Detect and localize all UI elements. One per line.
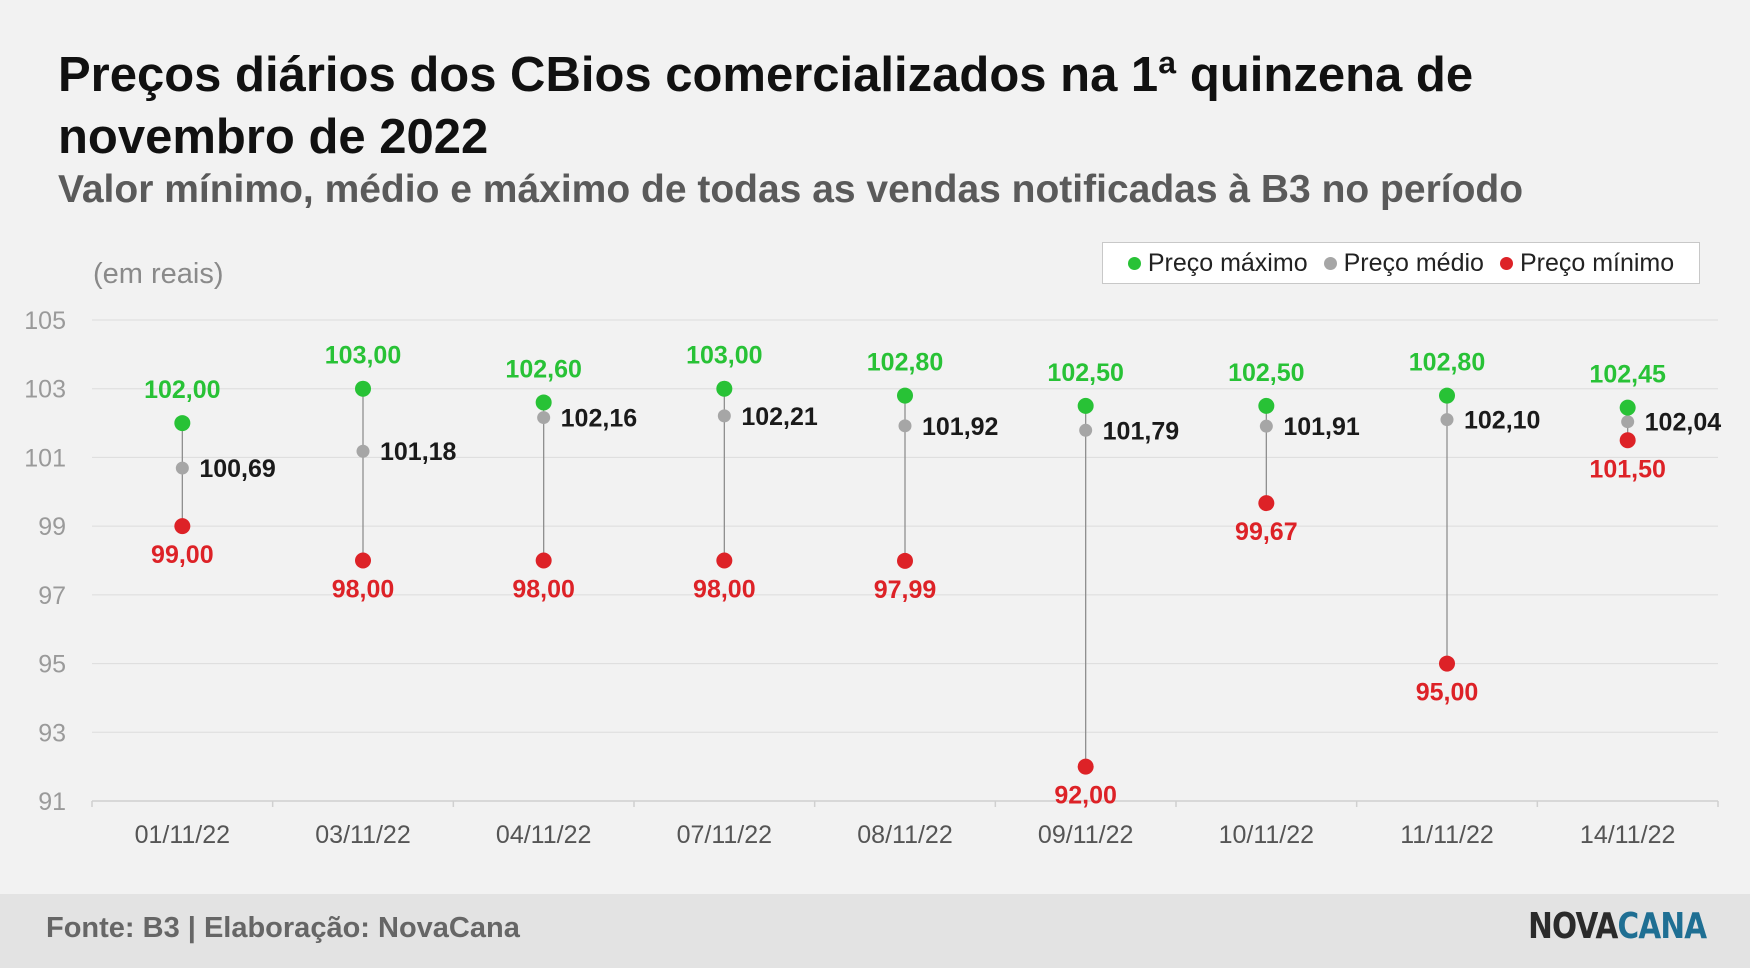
y-tick-label: 103 [24, 376, 66, 404]
max-point [355, 380, 371, 397]
avg-point [1621, 415, 1635, 429]
footer: Fonte: B3 | Elaboração: NovaCana NOVACAN… [0, 894, 1750, 968]
min-value-label: 98,00 [693, 576, 756, 604]
avg-value-label: 102,21 [741, 403, 818, 431]
avg-value-label: 101,79 [1103, 417, 1179, 445]
price-range-chart: 91 93 95 97 99 101 103 105 01/11/22 03/11/22 04/11… [24, 307, 1722, 849]
legend-item-max: Preço máximo [1127, 248, 1308, 278]
x-tick-label: 03/11/22 [315, 821, 410, 849]
legend-item-avg: Preço médio [1323, 248, 1484, 278]
novacana-logo: NOVACANA [1527, 906, 1707, 947]
min-value-label: 99,67 [1235, 518, 1298, 546]
avg-point [717, 409, 731, 423]
min-point [535, 552, 552, 569]
avg-value-label: 102,16 [561, 405, 637, 433]
x-tick-label: 04/11/22 [496, 821, 591, 849]
legend: Preço máximo Preço médio Preço mínimo [1102, 242, 1700, 284]
avg-point [356, 444, 370, 458]
min-point [174, 518, 191, 535]
min-point [716, 552, 733, 569]
avg-value-label: 100,69 [199, 455, 275, 483]
min-point [1439, 655, 1455, 672]
legend-item-min: Preço mínimo [1499, 248, 1675, 278]
max-value-label: 102,80 [867, 349, 943, 377]
max-point [716, 380, 733, 397]
avg-point [898, 419, 912, 433]
logo-part-nova: NOVA [1527, 906, 1618, 947]
max-value-label: 102,45 [1589, 361, 1666, 389]
x-tick-label: 08/11/22 [857, 821, 952, 849]
max-point [1077, 397, 1094, 414]
source-text: Fonte: B3 | Elaboração: NovaCana [46, 912, 520, 944]
legend-dot-max [1127, 256, 1141, 270]
x-tick-label: 07/11/22 [677, 821, 772, 849]
max-value-label: 103,00 [686, 342, 762, 370]
y-tick-label: 101 [24, 444, 66, 472]
y-tick-label: 93 [38, 719, 66, 747]
max-point [1439, 387, 1455, 404]
unit-label: (em reais) [93, 258, 224, 290]
min-value-label: 99,00 [151, 541, 214, 569]
y-tick-label: 91 [38, 788, 66, 816]
max-point [897, 387, 913, 404]
y-tick-label: 105 [24, 307, 66, 335]
max-value-label: 103,00 [325, 342, 401, 370]
x-tick-label: 09/11/22 [1038, 821, 1133, 849]
chart-title: Preços diários dos CBios comercializados… [58, 48, 1474, 164]
avg-point [537, 411, 551, 425]
min-value-label: 98,00 [512, 576, 575, 604]
logo-part-cana: CANA [1617, 906, 1707, 947]
legend-dot-min [1499, 256, 1513, 270]
avg-value-label: 101,18 [380, 438, 457, 466]
max-point [1619, 399, 1636, 416]
avg-point [1259, 419, 1273, 433]
legend-label-min: Preço mínimo [1519, 248, 1675, 277]
x-tick-label: 10/11/22 [1219, 821, 1314, 849]
min-value-label: 98,00 [332, 576, 395, 604]
min-point [355, 552, 371, 569]
max-point [174, 415, 191, 432]
max-value-label: 102,60 [505, 355, 581, 383]
avg-value-label: 102,04 [1645, 409, 1722, 437]
y-tick-label: 97 [38, 582, 66, 610]
x-tick-label: 01/11/22 [135, 821, 230, 849]
min-point [897, 552, 913, 569]
legend-dot-avg [1323, 256, 1337, 270]
max-value-label: 102,80 [1409, 349, 1485, 377]
min-point [1619, 432, 1636, 449]
min-value-label: 101,50 [1589, 455, 1665, 483]
max-value-label: 102,50 [1228, 359, 1304, 387]
min-value-label: 97,99 [874, 576, 937, 604]
avg-value-label: 101,91 [1283, 413, 1360, 441]
avg-point [1079, 423, 1093, 437]
y-tick-label: 95 [38, 651, 66, 679]
min-point [1258, 495, 1275, 512]
avg-point [175, 461, 189, 475]
avg-value-label: 101,92 [922, 413, 998, 441]
x-tick-label: 14/11/22 [1580, 821, 1675, 849]
max-point [535, 394, 552, 411]
max-value-label: 102,00 [144, 376, 220, 404]
min-value-label: 95,00 [1416, 679, 1479, 707]
min-value-label: 92,00 [1054, 782, 1117, 810]
max-point [1258, 397, 1275, 414]
legend-label-avg: Preço médio [1343, 248, 1484, 277]
x-tick-label: 11/11/22 [1400, 821, 1494, 849]
max-value-label: 102,50 [1047, 359, 1123, 387]
chart-subtitle: Valor mínimo, médio e máximo de todas as… [58, 168, 1524, 211]
y-tick-label: 99 [38, 513, 66, 541]
avg-point [1440, 413, 1454, 427]
legend-label-max: Preço máximo [1147, 248, 1308, 277]
avg-value-label: 102,10 [1464, 407, 1540, 435]
min-point [1077, 758, 1094, 775]
